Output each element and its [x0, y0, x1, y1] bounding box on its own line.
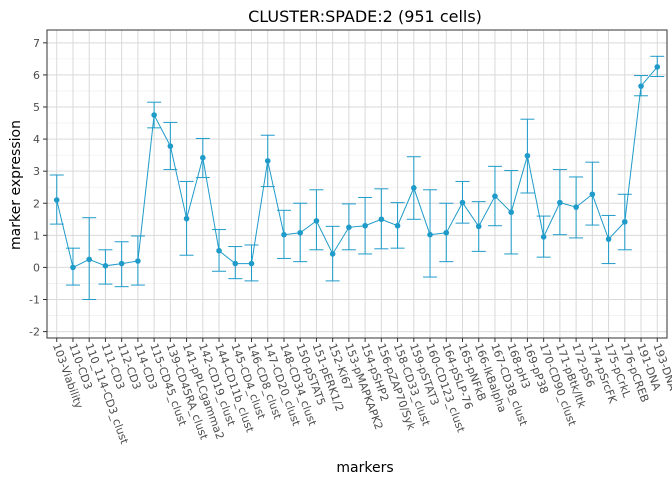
data-point	[346, 224, 352, 231]
y-tick-label: 5	[33, 101, 40, 114]
data-point	[654, 64, 661, 70]
x-axis-title: markers	[336, 460, 393, 476]
data-point	[622, 219, 628, 225]
y-tick-label: 1	[33, 229, 40, 242]
data-point	[200, 154, 206, 161]
data-point	[557, 199, 563, 206]
series-line	[56, 66, 658, 269]
data-point	[459, 199, 466, 206]
data-point	[281, 231, 287, 238]
data-point	[605, 236, 612, 242]
y-tick-label: 3	[33, 165, 40, 178]
data-point	[540, 234, 547, 240]
data-point	[492, 193, 498, 199]
data-point	[183, 215, 190, 222]
plot-panel-border	[46, 29, 668, 339]
data-point	[102, 263, 109, 269]
data-point	[53, 197, 60, 203]
data-point	[297, 229, 303, 236]
plot-panel	[47, 30, 667, 338]
data-point	[394, 222, 401, 229]
y-tick-label: 7	[33, 37, 40, 50]
y-tick-label: -1	[29, 294, 40, 307]
y-tick-label: -2	[29, 326, 40, 339]
data-point	[216, 247, 222, 254]
data-point	[313, 218, 320, 224]
y-axis-title: marker expression	[8, 120, 24, 250]
y-tick-label: 6	[33, 69, 40, 82]
data-point	[638, 83, 644, 89]
data-point	[524, 152, 531, 159]
data-point	[135, 258, 141, 264]
data-point	[589, 191, 596, 198]
data-point	[475, 223, 482, 230]
data-point	[362, 222, 368, 229]
y-tick-label: 4	[33, 133, 40, 146]
y-tick-label: 0	[33, 261, 40, 274]
data-point	[248, 260, 255, 267]
plot-area: -2-101234567103-Viability110-CD3110_114-…	[29, 29, 672, 446]
y-tick-label: 2	[33, 197, 40, 210]
data-point	[118, 260, 125, 267]
data-point	[427, 231, 433, 238]
data-point	[329, 251, 336, 257]
data-point	[151, 112, 157, 118]
data-point	[86, 256, 92, 263]
data-point	[167, 143, 174, 149]
chart-title: CLUSTER:SPADE:2 (951 cells)	[248, 7, 482, 26]
data-point	[70, 264, 76, 271]
data-point	[232, 260, 239, 267]
data-point	[573, 204, 579, 210]
data-point	[443, 229, 450, 236]
data-point	[411, 185, 417, 191]
data-point	[378, 216, 385, 223]
data-point	[264, 158, 271, 164]
data-point	[508, 209, 514, 216]
